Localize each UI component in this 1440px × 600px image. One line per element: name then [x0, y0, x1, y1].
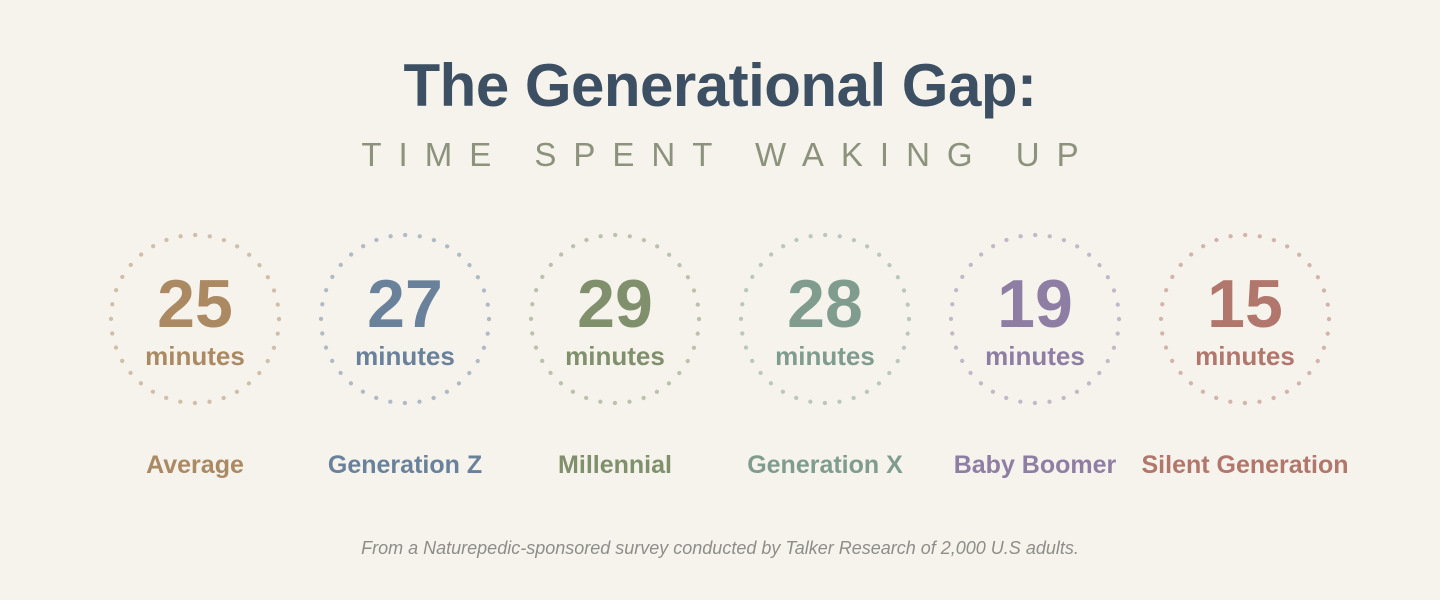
stat-label: Millennial: [558, 451, 672, 479]
source-note: From a Naturepedic-sponsored survey cond…: [361, 538, 1079, 558]
stat-unit-word: minutes: [355, 340, 455, 371]
stat-label: Silent Generation: [1141, 451, 1349, 479]
stat-unit-millennial: 29 minutes Millennial: [510, 231, 720, 478]
stat-unit-generation-z: 27 minutes Generation Z: [300, 231, 510, 478]
stat-unit-average: 25 minutes Average: [90, 231, 300, 478]
dotted-circle-icon: [108, 232, 282, 406]
stat-value: 15: [1207, 265, 1283, 342]
stat-unit-word: minutes: [565, 340, 665, 371]
stats-row: 25 minutes Average 27 minutes Generation…: [90, 231, 1350, 478]
stat-unit-word: minutes: [985, 340, 1085, 371]
dotted-circle-icon: [1158, 232, 1332, 406]
stat-value: 28: [787, 265, 863, 342]
stat-circle: 19 minutes: [947, 231, 1123, 407]
page-title: The Generational Gap:: [403, 52, 1037, 119]
stat-unit-word: minutes: [145, 340, 245, 371]
stat-label: Generation Z: [327, 451, 483, 479]
stat-unit-word: minutes: [1195, 340, 1295, 371]
dotted-circle-icon: [948, 232, 1122, 406]
dotted-circle-icon: [318, 232, 492, 406]
page-subtitle: TIME SPENT WAKING UP: [361, 136, 1096, 173]
dotted-circle-icon: [528, 232, 702, 406]
stat-unit-word: minutes: [775, 340, 875, 371]
stat-circle: 15 minutes: [1157, 231, 1333, 407]
dotted-circle-icon: [738, 232, 912, 406]
stat-unit-silent-generation: 15 minutes Silent Generation: [1140, 231, 1350, 478]
stat-label: Baby Boomer: [953, 451, 1117, 479]
stat-circle: 25 minutes: [107, 231, 283, 407]
stat-value: 27: [367, 265, 443, 342]
stat-circle: 29 minutes: [527, 231, 703, 407]
stat-circle: 28 minutes: [737, 231, 913, 407]
stat-label: Average: [146, 451, 244, 479]
stat-unit-baby-boomer: 19 minutes Baby Boomer: [930, 231, 1140, 478]
stat-unit-generation-x: 28 minutes Generation X: [720, 231, 930, 478]
stat-circle: 27 minutes: [317, 231, 493, 407]
stat-value: 25: [157, 265, 233, 342]
stat-label: Generation X: [747, 451, 903, 479]
stat-value: 29: [577, 265, 653, 342]
stat-value: 19: [997, 265, 1073, 342]
